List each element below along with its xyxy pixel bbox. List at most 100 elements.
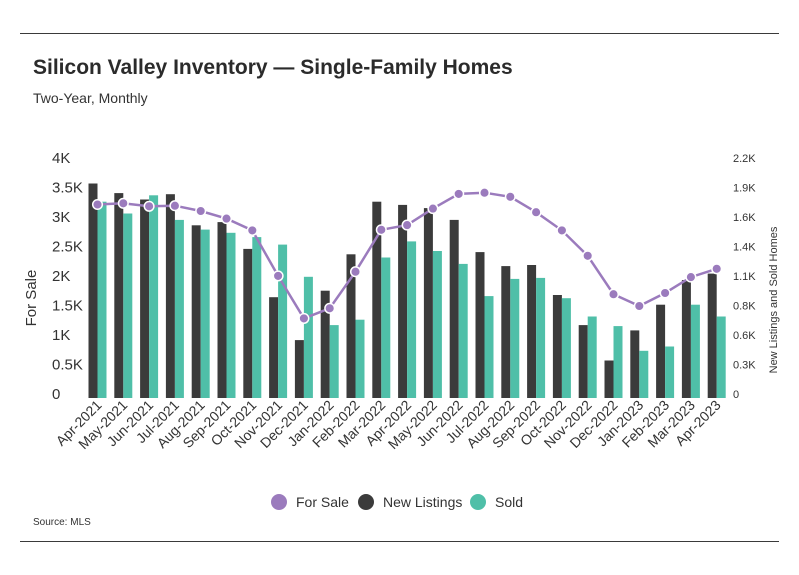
legend-swatch — [271, 494, 287, 510]
bar-sold — [123, 213, 133, 398]
bar-new-listings — [475, 252, 485, 398]
point-for-sale — [272, 270, 284, 282]
bar-new-listings — [114, 193, 124, 398]
bar-new-listings — [527, 265, 537, 398]
right-axis-tick: 0.8K — [733, 301, 756, 313]
left-axis-tick: 2.5K — [52, 239, 83, 256]
bar-new-listings — [320, 290, 330, 398]
point-for-sale — [633, 300, 645, 312]
point-for-sale — [453, 188, 465, 200]
bar-sold — [639, 350, 649, 398]
right-axis-tick: 0.6K — [733, 330, 756, 342]
point-for-sale — [427, 203, 439, 215]
bar-new-listings — [552, 295, 562, 398]
bar-sold — [613, 326, 623, 398]
point-for-sale — [220, 213, 233, 225]
bar-new-listings — [501, 266, 511, 398]
point-for-sale — [530, 206, 542, 218]
bar-sold — [329, 325, 339, 398]
bar-sold — [97, 201, 107, 398]
right-axis-title: New Listings and Sold Homes — [768, 226, 780, 373]
point-for-sale — [478, 187, 491, 199]
bar-sold — [716, 316, 726, 398]
bar-sold — [252, 237, 262, 398]
bar-sold — [226, 232, 236, 398]
left-axis-tick: 1.5K — [52, 298, 83, 315]
point-for-sale — [349, 266, 362, 278]
bar-new-listings — [398, 204, 408, 398]
point-for-sale — [375, 224, 387, 236]
bar-sold — [458, 263, 468, 398]
legend-swatch — [470, 494, 486, 510]
bar-new-listings — [217, 222, 227, 398]
left-axis-tick: 0 — [52, 386, 60, 403]
point-for-sale — [143, 200, 155, 212]
point-for-sale — [504, 191, 516, 203]
bar-sold — [510, 278, 520, 398]
bar-new-listings — [372, 201, 382, 398]
legend-label: Sold — [495, 494, 523, 510]
bar-sold — [407, 241, 417, 398]
bar-new-listings — [140, 199, 150, 398]
point-for-sale — [91, 198, 104, 211]
bar-new-listings — [604, 360, 614, 398]
bar-new-listings — [165, 194, 175, 398]
bar-sold — [355, 319, 365, 398]
point-for-sale — [711, 263, 723, 275]
bar-new-listings — [269, 297, 279, 398]
right-axis-tick: 1.4K — [733, 242, 756, 254]
bottom-rule — [20, 541, 779, 542]
point-for-sale — [556, 224, 568, 236]
point-for-sale — [324, 302, 336, 314]
left-axis-title: For Sale — [23, 270, 40, 327]
point-for-sale — [169, 200, 181, 212]
bar-new-listings — [449, 219, 459, 398]
bar-new-listings — [191, 225, 201, 398]
bar-new-listings — [88, 183, 98, 398]
legend-label: New Listings — [383, 494, 462, 510]
right-axis-tick: 1.6K — [733, 212, 756, 224]
point-for-sale — [582, 250, 594, 262]
bar-sold — [536, 277, 546, 398]
bar-new-listings — [578, 325, 588, 398]
bar-new-listings — [656, 304, 666, 398]
point-for-sale — [298, 312, 310, 324]
left-axis-tick: 1K — [52, 327, 70, 344]
bar-sold — [200, 229, 210, 398]
bar-new-listings — [630, 330, 640, 398]
bar-sold — [278, 244, 288, 398]
left-axis-tick: 3K — [52, 209, 70, 226]
point-for-sale — [607, 288, 620, 300]
bar-sold — [484, 296, 494, 398]
point-for-sale — [685, 271, 697, 283]
point-for-sale — [117, 197, 129, 209]
chart-subtitle: Two-Year, Monthly — [33, 90, 148, 106]
bar-sold — [561, 298, 571, 398]
top-rule — [20, 33, 779, 34]
bar-new-listings — [681, 280, 691, 398]
left-axis-tick: 3.5K — [52, 180, 83, 197]
point-for-sale — [659, 287, 671, 299]
right-axis-tick: 1.1K — [733, 271, 756, 283]
left-axis-tick: 4K — [52, 150, 70, 167]
bar-sold — [432, 251, 442, 398]
bar-sold — [690, 304, 700, 398]
bar-sold — [303, 276, 313, 398]
point-for-sale — [401, 219, 413, 231]
chart-title: Silicon Valley Inventory — Single-Family… — [33, 56, 513, 79]
point-for-sale — [195, 205, 207, 217]
bar-new-listings — [294, 340, 304, 398]
right-axis-tick: 0 — [733, 389, 739, 401]
bar-sold — [381, 257, 391, 398]
bar-sold — [149, 195, 159, 398]
right-axis-tick: 2.2K — [733, 153, 756, 165]
legend-swatch — [358, 494, 374, 510]
bar-new-listings — [346, 254, 356, 398]
right-axis-tick: 1.9K — [733, 183, 756, 195]
bar-new-listings — [243, 248, 253, 398]
bar-new-listings — [423, 208, 433, 398]
bar-sold — [587, 316, 597, 398]
right-axis-tick: 0.3K — [733, 360, 756, 372]
legend-label: For Sale — [296, 494, 349, 510]
